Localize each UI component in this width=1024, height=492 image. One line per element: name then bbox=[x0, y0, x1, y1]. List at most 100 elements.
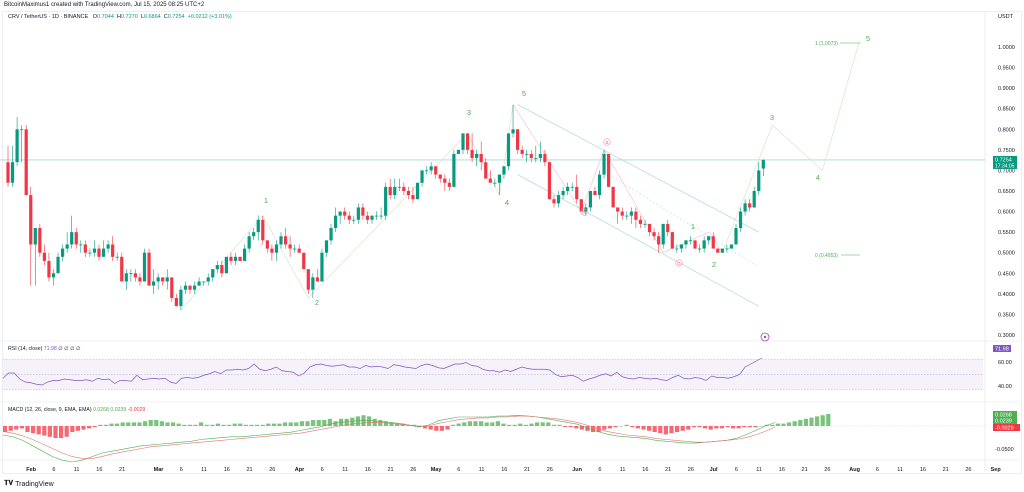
svg-text:60.00: 60.00 bbox=[998, 360, 1012, 366]
svg-text:1 (1.0073): 1 (1.0073) bbox=[815, 41, 838, 47]
price-tick: 0.8000 bbox=[998, 127, 1015, 133]
price-tick: 0.7000 bbox=[998, 168, 1015, 174]
wave-label: 2 bbox=[712, 260, 716, 269]
price-tick: 0.4000 bbox=[998, 292, 1015, 298]
currency-label: USDT bbox=[998, 14, 1013, 20]
svg-text:11: 11 bbox=[897, 467, 903, 473]
svg-text:11: 11 bbox=[479, 467, 485, 473]
wave-label: 1 bbox=[264, 196, 268, 205]
svg-text:26: 26 bbox=[547, 467, 553, 473]
wave-label: 4 bbox=[816, 173, 820, 182]
wave-label: 3 bbox=[770, 113, 774, 122]
price-tick: 0.6000 bbox=[998, 210, 1015, 216]
svg-text:Aug: Aug bbox=[849, 467, 860, 473]
svg-text:6: 6 bbox=[321, 467, 324, 473]
price-tick: 0.5000 bbox=[998, 251, 1015, 257]
price-tick: 0.3500 bbox=[998, 312, 1015, 318]
svg-text:6: 6 bbox=[598, 467, 601, 473]
svg-text:11: 11 bbox=[342, 467, 348, 473]
svg-text:Jul: Jul bbox=[710, 467, 718, 473]
svg-text:21: 21 bbox=[387, 467, 393, 473]
ohlc-open: O0.7044 bbox=[92, 14, 114, 20]
svg-text:21: 21 bbox=[524, 467, 530, 473]
svg-text:Mar: Mar bbox=[154, 467, 165, 473]
price-tick: 0.9500 bbox=[998, 66, 1015, 72]
svg-text:May: May bbox=[431, 467, 443, 473]
svg-text:26: 26 bbox=[965, 467, 971, 473]
svg-text:-0.0029: -0.0029 bbox=[995, 426, 1014, 432]
svg-text:6: 6 bbox=[52, 467, 55, 473]
wave-label: 2 bbox=[315, 298, 319, 307]
chart-frame bbox=[2, 11, 1022, 474]
chart-credit: BitcoinMaximus1 created with TradingView… bbox=[4, 2, 205, 8]
svg-text:16: 16 bbox=[779, 467, 785, 473]
price-tick: 0.9000 bbox=[998, 86, 1015, 92]
price-tick: 0.3000 bbox=[998, 333, 1015, 339]
symbol-title[interactable]: CRV / TetherUS · 1D · BINANCE bbox=[8, 14, 89, 20]
svg-text:-0.0500: -0.0500 bbox=[995, 447, 1014, 453]
replay-icon[interactable] bbox=[760, 332, 770, 342]
svg-text:11: 11 bbox=[201, 467, 207, 473]
fib-levels[interactable]: 1 (1.0073) 0 (0.4953) bbox=[815, 41, 861, 259]
svg-text:11: 11 bbox=[74, 467, 80, 473]
svg-text:26: 26 bbox=[688, 467, 694, 473]
symbol-legend: CRV / TetherUS · 1D · BINANCE O0.7044 H0… bbox=[8, 14, 232, 20]
svg-text:11: 11 bbox=[756, 467, 762, 473]
svg-text:Jun: Jun bbox=[572, 467, 582, 473]
candles bbox=[6, 104, 765, 311]
rsi-value-badge: 71.98 bbox=[993, 345, 1011, 353]
svg-text:16: 16 bbox=[501, 467, 507, 473]
svg-text:21: 21 bbox=[943, 467, 949, 473]
wave-label: 4 bbox=[505, 198, 509, 207]
svg-text:26: 26 bbox=[269, 467, 275, 473]
wave-label: 5 bbox=[866, 34, 870, 43]
svg-text:C: C bbox=[677, 261, 681, 266]
svg-text:17:34:05: 17:34:05 bbox=[995, 163, 1015, 169]
wave-label: 1 bbox=[691, 222, 695, 231]
svg-text:16: 16 bbox=[96, 467, 102, 473]
svg-text:16: 16 bbox=[224, 467, 230, 473]
svg-text:21: 21 bbox=[246, 467, 252, 473]
wave-label: 3 bbox=[467, 108, 471, 117]
svg-text:16: 16 bbox=[365, 467, 371, 473]
price-tick: 1.0000 bbox=[998, 45, 1015, 51]
svg-text:40.00: 40.00 bbox=[998, 384, 1012, 390]
macd-hist: -0.0029 bbox=[127, 407, 146, 413]
svg-text:B: B bbox=[605, 140, 608, 145]
svg-text:6: 6 bbox=[735, 467, 738, 473]
svg-text:21: 21 bbox=[665, 467, 671, 473]
tv-logo-icon: 𝐓𝐕 bbox=[4, 480, 14, 487]
svg-text:26: 26 bbox=[410, 467, 416, 473]
svg-text:A: A bbox=[582, 210, 585, 215]
svg-text:0.0268: 0.0268 bbox=[995, 413, 1012, 419]
time-axis: Feb 6 11 16 21 Mar 6 11 16 21 26 Apr 6 11 16 21 26 May 6 11… bbox=[26, 467, 1001, 473]
wave-labels: 1 2 3 4 5 1 2 3 4 5 A B C bbox=[264, 34, 870, 307]
macd-signal: 0.0239 bbox=[110, 407, 127, 413]
macd-line bbox=[2, 414, 776, 463]
price-tick: 0.8500 bbox=[998, 107, 1015, 113]
svg-text:0.7254: 0.7254 bbox=[995, 157, 1012, 163]
svg-text:6: 6 bbox=[457, 467, 460, 473]
svg-text:6: 6 bbox=[876, 467, 879, 473]
svg-text:Sep: Sep bbox=[991, 467, 1002, 473]
svg-text:Apr: Apr bbox=[295, 467, 305, 473]
svg-text:6: 6 bbox=[180, 467, 183, 473]
price-tick: 0.7500 bbox=[998, 148, 1015, 154]
svg-text:16: 16 bbox=[642, 467, 648, 473]
ohlc-close: C0.7254 bbox=[163, 14, 185, 20]
svg-text:16: 16 bbox=[920, 467, 926, 473]
svg-text:21: 21 bbox=[119, 467, 125, 473]
svg-text:0.0239: 0.0239 bbox=[995, 419, 1012, 425]
rsi-line bbox=[2, 357, 763, 386]
svg-text:71.98: 71.98 bbox=[995, 347, 1009, 353]
svg-text:0 (0.4953): 0 (0.4953) bbox=[815, 253, 838, 259]
tradingview-logo[interactable]: 𝐓𝐕 TradingView bbox=[4, 480, 54, 488]
ohlc-change: +0.0212 (+3.01%) bbox=[187, 14, 232, 20]
macd-legend: MACD (12, 26, close, 9, EMA, EMA) 0.0268… bbox=[8, 407, 146, 413]
rsi-legend: RSI (14, close) 71.98 ∅ ∅ ∅ ∅ bbox=[8, 346, 81, 352]
price-tick: 0.6500 bbox=[998, 189, 1015, 195]
svg-text:11: 11 bbox=[620, 467, 626, 473]
